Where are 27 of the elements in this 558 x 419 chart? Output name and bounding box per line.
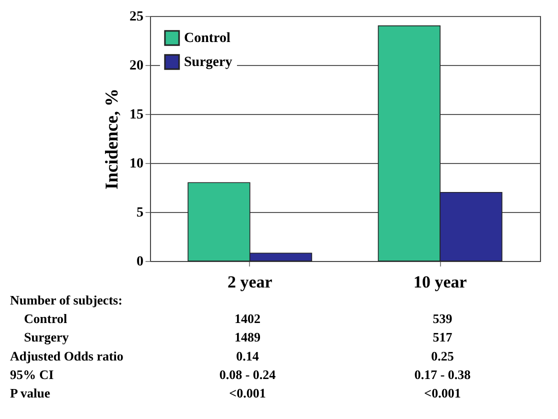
text: P value [10, 386, 50, 401]
text: 1402 [234, 311, 260, 326]
y-axis-title: Incidence, % [102, 88, 122, 190]
text: 517 [432, 330, 453, 345]
text: Adjusted Odds ratio [10, 348, 124, 364]
y-tick-label: 15 [130, 108, 144, 122]
text: 0.14 [236, 348, 260, 364]
text: Surgery [24, 330, 70, 345]
text: 95% CI [10, 367, 54, 382]
x-tick-label: 10 year [413, 272, 468, 292]
text: Control [24, 311, 68, 326]
text: 0.17 - 0.38 [414, 367, 472, 382]
y-tick-label: 0 [136, 254, 144, 270]
y-tick-label: 5 [136, 206, 144, 220]
text: <0.001 [229, 386, 266, 401]
text: Number of subjects: [10, 292, 122, 308]
y-tick-label: 20 [130, 58, 144, 74]
x-tick-label: 2 year [227, 272, 273, 292]
text: 0.25 [431, 348, 454, 364]
y-tick-label: 25 [130, 10, 144, 24]
y-tick-label: 10 [130, 156, 144, 172]
legend-label: Control [184, 31, 231, 46]
text: <0.001 [424, 386, 461, 401]
text: 539 [432, 311, 453, 326]
text: 0.08 - 0.24 [219, 367, 276, 382]
text: 1489 [234, 330, 261, 345]
legend-label: Surgery [184, 55, 232, 70]
